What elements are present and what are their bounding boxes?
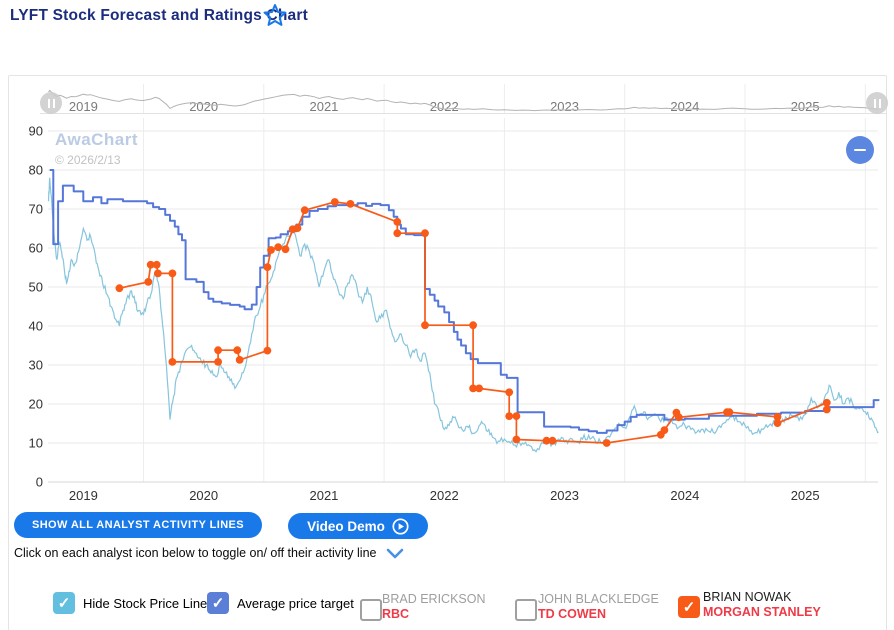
show-all-analyst-lines-button[interactable]: SHOW ALL ANALYST ACTIVITY LINES xyxy=(14,512,262,538)
star-icon xyxy=(263,4,287,26)
analyst-firm-morgan-stanley[interactable]: MORGAN STANLEY xyxy=(703,605,821,619)
pause-bar-icon xyxy=(878,98,881,108)
check-icon: ✓ xyxy=(57,595,71,612)
analyst-name-john-blackledge[interactable]: JOHN BLACKLEDGE xyxy=(538,592,659,606)
analyst-firm-td-cowen[interactable]: TD COWEN xyxy=(538,607,607,621)
checkbox-hide-stock-price[interactable]: ✓ xyxy=(53,592,75,614)
chart-panel xyxy=(8,75,887,630)
legend-label-average-price-target[interactable]: Average price target xyxy=(237,596,354,611)
legend-hint-text: Click on each analyst icon below to togg… xyxy=(14,546,377,560)
pause-bar-icon xyxy=(873,98,876,108)
analyst-firm-rbc[interactable]: RBC xyxy=(382,607,410,621)
video-demo-label: Video Demo xyxy=(307,518,385,534)
check-icon: ✓ xyxy=(682,599,696,616)
legend-hint: Click on each analyst icon below to togg… xyxy=(14,546,404,560)
navigator-handle-left[interactable] xyxy=(40,92,62,114)
checkbox-brad-erickson[interactable] xyxy=(360,599,382,621)
checkbox-john-blackledge[interactable] xyxy=(515,599,537,621)
play-icon xyxy=(392,517,409,535)
checkbox-brian-nowak[interactable]: ✓ xyxy=(678,596,700,618)
minus-icon xyxy=(854,148,866,152)
favorite-star-button[interactable] xyxy=(261,3,289,31)
pause-bar-icon xyxy=(47,98,50,108)
analyst-name-brad-erickson[interactable]: BRAD ERICKSON xyxy=(382,592,486,606)
pause-bar-icon xyxy=(52,98,55,108)
navigator-handle-right[interactable] xyxy=(866,92,888,114)
video-demo-button[interactable]: Video Demo xyxy=(288,513,428,539)
page-title: LYFT Stock Forecast and Ratings Chart xyxy=(10,7,308,24)
watermark-copyright: © 2026/2/13 xyxy=(55,153,121,167)
legend-label-hide-stock-price[interactable]: Hide Stock Price Line xyxy=(83,596,208,611)
checkbox-average-price-target[interactable]: ✓ xyxy=(207,592,229,614)
chevron-down-icon[interactable] xyxy=(386,548,404,559)
zoom-out-button[interactable] xyxy=(846,136,874,164)
analyst-name-brian-nowak[interactable]: BRIAN NOWAK xyxy=(703,590,792,604)
check-icon: ✓ xyxy=(211,595,225,612)
watermark-brand: AwaChart xyxy=(55,130,139,149)
